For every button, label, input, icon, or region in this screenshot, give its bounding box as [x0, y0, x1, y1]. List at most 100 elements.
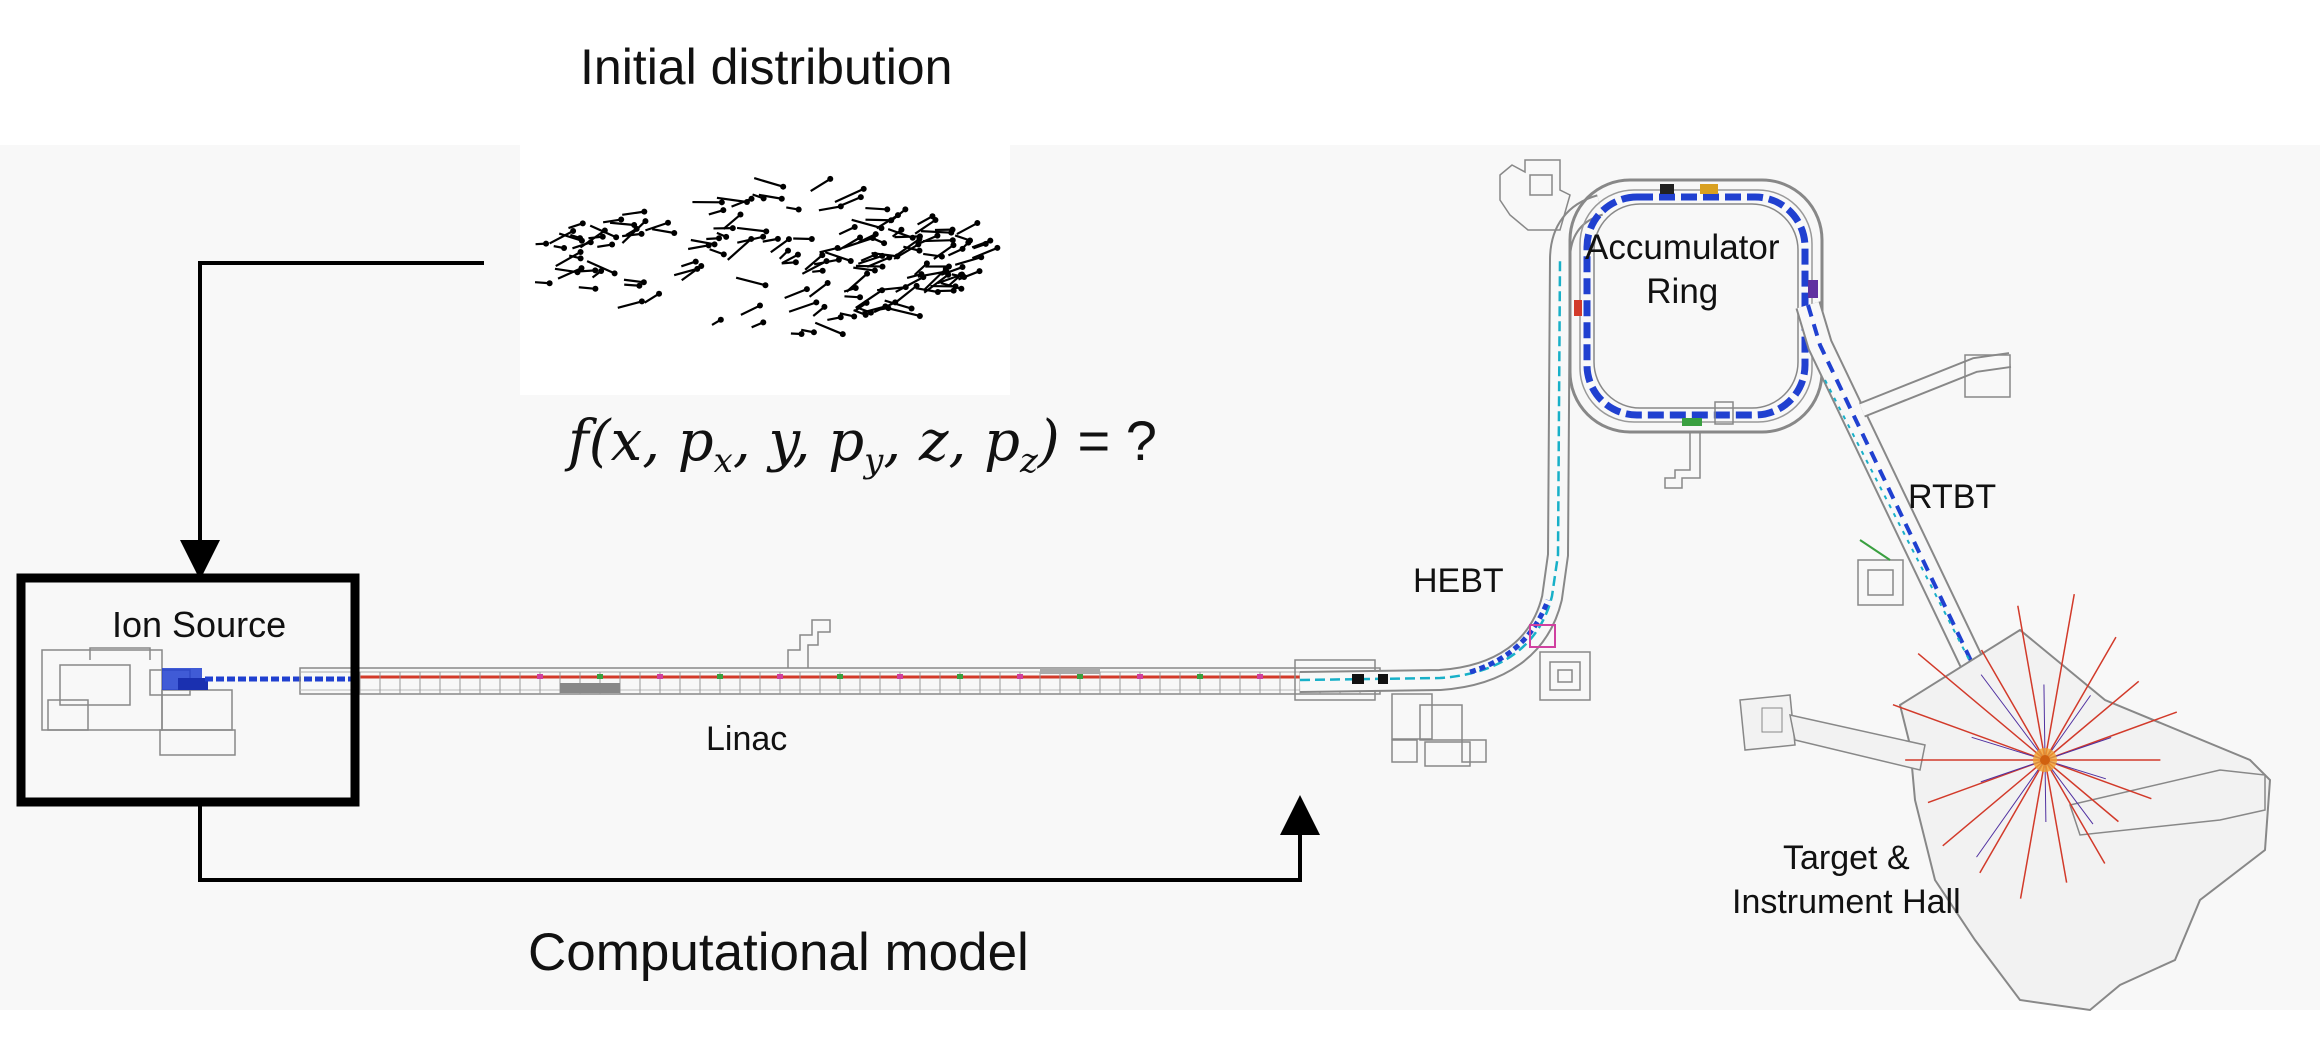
particle-arrow — [956, 222, 978, 236]
particle-arrow — [586, 260, 616, 275]
target-label-line1: Target & — [1783, 839, 1910, 877]
particle-arrow-head — [851, 313, 858, 320]
beamline-ray — [2044, 759, 2119, 823]
particle-arrows — [534, 175, 1001, 338]
particle-arrow — [866, 256, 890, 268]
computational-model-title: Computational model — [528, 923, 1029, 982]
particle-arrow — [758, 193, 782, 200]
particle-arrow — [834, 187, 865, 203]
beamline-ray — [1979, 759, 2046, 874]
particle-arrow-head — [957, 271, 964, 278]
ring-buildings — [1499, 159, 1734, 489]
formula-var-px: p — [677, 409, 714, 474]
linac-magnet — [1197, 674, 1203, 679]
particle-arrow-head — [609, 241, 616, 248]
particle-arrow-head — [598, 267, 605, 274]
particle-arrow-head — [570, 227, 577, 234]
target-hall-label: Target & Instrument Hall — [1732, 836, 1961, 924]
formula-rhs: = ? — [1077, 409, 1157, 472]
particle-arrow-head — [884, 206, 891, 213]
target-hall — [1739, 593, 2272, 1012]
particle-arrow-head — [881, 240, 888, 247]
initial-distribution-title: Initial distribution — [580, 39, 953, 95]
particle-arrow — [818, 205, 842, 212]
particle-arrow — [753, 177, 784, 188]
particle-arrow — [645, 221, 669, 232]
hebt-label: HEBT — [1413, 562, 1504, 600]
particle-arrow-head — [824, 280, 831, 287]
particle-arrow — [722, 213, 742, 230]
beamline-ray-secondary — [1976, 759, 2046, 858]
particle-arrow-head — [949, 237, 956, 244]
particle-arrow-head — [762, 282, 769, 289]
particle-arrow — [857, 254, 883, 265]
particle-arrow — [681, 265, 702, 282]
particle-arrow — [555, 251, 582, 268]
particle-arrow-head — [579, 220, 586, 227]
beamline-ray — [1942, 759, 2046, 847]
linac-magnet — [1137, 674, 1143, 679]
particle-arrow-head — [698, 262, 705, 269]
linac-magnet — [837, 674, 843, 679]
particle-arrow-head — [976, 268, 983, 275]
particle-arrow-head — [543, 240, 550, 247]
particle-arrow-head — [808, 235, 815, 242]
particle-arrow-head — [948, 229, 955, 236]
particle-arrow — [808, 282, 829, 298]
particle-arrow-head — [785, 247, 792, 254]
particle-arrow — [884, 299, 912, 310]
beamline-ray-secondary — [2044, 695, 2091, 761]
particle-arrow — [727, 238, 752, 261]
particle-arrow-head — [760, 195, 767, 202]
particle-arrow — [896, 284, 918, 303]
particle-arrow-head — [577, 249, 584, 256]
beamline-ray — [1917, 652, 2046, 761]
particle-arrow — [890, 307, 921, 318]
particle-arrow — [621, 220, 647, 244]
particle-arrow-head — [938, 253, 945, 260]
particle-arrow — [841, 196, 862, 207]
particle-arrow-head — [546, 280, 553, 287]
particle-arrow-head — [819, 267, 826, 274]
particle-arrow-head — [803, 286, 810, 293]
beamline-ray — [2044, 636, 2117, 761]
particle-arrow-head — [792, 259, 799, 266]
particle-arrow-head — [780, 183, 787, 190]
particle-arrow-head — [852, 284, 859, 291]
particle-arrow-head — [636, 282, 643, 289]
formula-var-py: p — [828, 409, 865, 474]
beamline-ray — [2019, 759, 2046, 899]
particle-arrow-head — [656, 290, 663, 297]
particle-arrow-head — [638, 298, 645, 305]
particle-arrow — [893, 243, 919, 260]
particle-arrow — [896, 238, 921, 256]
particle-arrow — [687, 244, 709, 251]
particle-arrow-head — [913, 282, 920, 289]
beamline-ray — [2044, 680, 2140, 761]
particle-arrow — [690, 238, 715, 246]
beamline-ray — [2017, 605, 2046, 761]
formula-function: f — [568, 409, 589, 474]
particle-arrow — [623, 278, 644, 284]
formula-var-x: x — [610, 409, 643, 474]
particle-arrow-head — [561, 245, 568, 252]
particle-arrow — [622, 232, 642, 238]
particle-arrow — [810, 177, 831, 192]
particle-arrow — [736, 226, 767, 233]
particle-arrow — [549, 230, 574, 245]
particle-arrow — [575, 269, 596, 273]
particle-arrow-head — [958, 285, 965, 292]
particle-arrow — [609, 221, 635, 227]
particle-arrow-head — [908, 305, 915, 312]
particle-arrow — [737, 235, 764, 244]
particle-arrow-head — [577, 255, 584, 262]
particle-arrow-head — [827, 175, 834, 182]
particle-arrow-head — [851, 223, 858, 230]
particle-arrow-head — [837, 203, 844, 210]
particle-arrow-head — [743, 198, 750, 205]
particle-arrow-head — [716, 235, 723, 242]
particle-arrow-head — [950, 242, 957, 249]
linac-magnet — [957, 674, 963, 679]
particle-arrow-head — [633, 225, 640, 232]
particle-arrow — [865, 218, 892, 222]
